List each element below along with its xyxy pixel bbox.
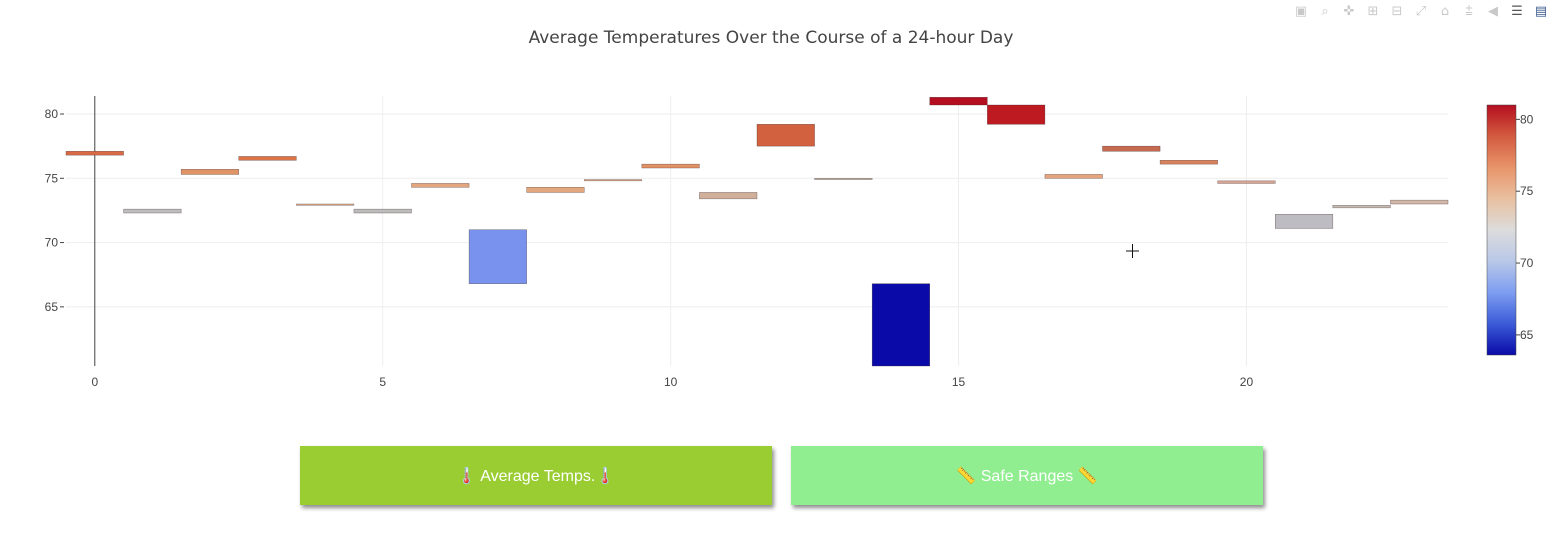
bar[interactable]	[180, 169, 240, 175]
x-tick-label: 5	[379, 375, 386, 389]
bar[interactable]	[1102, 145, 1161, 152]
modebar: ▣ ⌕ ✜ ⊞ ⊟ ⤢ ⌂ ⩲ ◀ ☰ ▤	[1292, 2, 1550, 20]
colorbar-tick-label: 75	[1520, 184, 1534, 198]
colorbar-tick-label: 65	[1520, 328, 1534, 342]
bar[interactable]	[1332, 205, 1391, 209]
bar[interactable]	[814, 178, 873, 180]
bar[interactable]	[1275, 214, 1334, 229]
spike-lines-icon[interactable]: ⩲	[1465, 3, 1473, 19]
x-tick-label: 10	[664, 375, 678, 389]
y-tick-label: 65	[45, 300, 59, 314]
colorbar-tick-label: 70	[1520, 256, 1534, 270]
bar[interactable]	[468, 229, 527, 284]
x-tick-label: 20	[1240, 375, 1254, 389]
bar[interactable]	[756, 124, 815, 147]
bar[interactable]	[353, 208, 412, 214]
bar[interactable]	[65, 151, 124, 156]
grid-layer	[66, 96, 1448, 366]
hover-compare-icon[interactable]: ☰	[1511, 3, 1523, 19]
x-tick-label: 15	[952, 375, 966, 389]
bar[interactable]	[411, 183, 470, 188]
colorbar-gradient	[1486, 104, 1517, 356]
zoom-in-icon[interactable]: ⊞	[1367, 3, 1379, 19]
camera-icon[interactable]: ▣	[1294, 3, 1308, 19]
crosshair-cursor	[1126, 244, 1139, 258]
plotly-logo-icon[interactable]: ▤	[1534, 3, 1548, 19]
bars-layer	[65, 97, 1449, 367]
x-tick-label: 0	[91, 375, 98, 389]
bar[interactable]	[929, 97, 988, 106]
zoom-out-icon[interactable]: ⊟	[1391, 3, 1403, 19]
bar[interactable]	[238, 156, 297, 161]
bar[interactable]	[699, 192, 758, 200]
y-tick-label: 75	[45, 171, 59, 185]
bar[interactable]	[526, 187, 585, 193]
bar[interactable]	[1044, 174, 1103, 179]
pan-icon[interactable]: ✜	[1343, 3, 1355, 19]
bar[interactable]	[123, 208, 182, 214]
y-tick-label: 80	[45, 107, 59, 121]
colorbar: 65 70 75 80	[1486, 104, 1534, 356]
zoom-icon[interactable]: ⌕	[1321, 3, 1329, 19]
chart-title: Average Temperatures Over the Course of …	[528, 28, 1014, 48]
y-tick-label: 70	[45, 236, 59, 250]
hover-closest-icon[interactable]: ◀	[1488, 3, 1498, 19]
bar[interactable]	[641, 163, 700, 169]
bar[interactable]	[1217, 180, 1276, 184]
safe-ranges-button[interactable]: 📏 Safe Ranges 📏	[791, 446, 1263, 505]
average-temps-button[interactable]: 🌡️ Average Temps.🌡️	[300, 446, 772, 505]
bar[interactable]	[1390, 199, 1449, 205]
bar[interactable]	[871, 283, 931, 367]
bar[interactable]	[987, 104, 1046, 125]
autoscale-icon[interactable]: ⤢	[1415, 3, 1427, 19]
bar[interactable]	[296, 203, 355, 206]
colorbar-tick-label: 80	[1520, 112, 1534, 126]
bar[interactable]	[584, 179, 643, 182]
home-icon[interactable]: ⌂	[1440, 3, 1450, 19]
axis-layer: 0 5 10 15 20 65 70 75 80	[45, 96, 1254, 389]
bar[interactable]	[1159, 160, 1218, 165]
